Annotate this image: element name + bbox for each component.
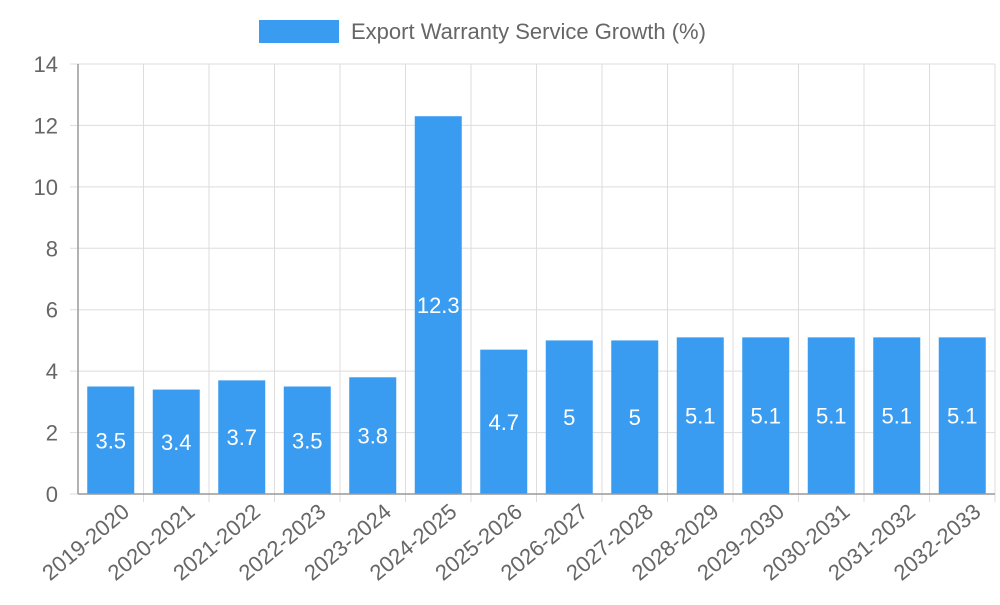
legend-label: Export Warranty Service Growth (%) <box>351 19 706 44</box>
y-tick-label: 10 <box>34 175 58 200</box>
data-label: 5 <box>563 405 575 430</box>
bar-2023-2024 <box>349 377 397 494</box>
y-tick-label: 14 <box>34 52 58 77</box>
y-tick-label: 6 <box>46 298 58 323</box>
data-label: 4.7 <box>488 410 519 435</box>
data-label: 12.3 <box>417 293 460 318</box>
data-label: 5 <box>629 405 641 430</box>
y-tick-label: 8 <box>46 236 58 261</box>
bar-2030-2031 <box>807 337 855 494</box>
bar-2032-2033 <box>938 337 986 494</box>
bar-2027-2028 <box>611 340 659 494</box>
bar-2025-2026 <box>480 349 528 494</box>
axes: 024681012142019-20202020-20212021-202220… <box>34 52 995 585</box>
y-tick-label: 12 <box>34 113 58 138</box>
bar-2021-2022 <box>218 380 266 494</box>
data-label: 3.5 <box>95 428 126 453</box>
bar-2029-2030 <box>742 337 790 494</box>
data-label: 5.1 <box>881 404 912 429</box>
bars <box>87 116 986 494</box>
legend: Export Warranty Service Growth (%) <box>259 19 706 44</box>
data-label: 3.4 <box>161 430 192 455</box>
grid <box>78 63 996 502</box>
y-tick-label: 0 <box>46 482 58 507</box>
data-labels: 3.5 3.4 3.7 3.5 3.8 12.3 4.7 5 5 5.1 5.1 5.1 5.1 5.1 <box>95 293 977 455</box>
bar-2026-2027 <box>545 340 593 494</box>
data-label: 3.8 <box>357 424 388 449</box>
legend-swatch <box>259 20 339 43</box>
bar-2020-2021 <box>152 389 200 494</box>
data-label: 5.1 <box>947 404 978 429</box>
bar-2031-2032 <box>873 337 921 494</box>
data-label: 3.5 <box>292 428 323 453</box>
data-label: 5.1 <box>750 404 781 429</box>
bar-2022-2023 <box>283 386 331 494</box>
data-label: 5.1 <box>685 404 716 429</box>
y-tick-label: 2 <box>46 421 58 446</box>
y-tick-label: 4 <box>46 359 58 384</box>
bar-2024-2025 <box>414 116 462 494</box>
bar-2028-2029 <box>676 337 724 494</box>
data-label: 5.1 <box>816 404 847 429</box>
data-label: 3.7 <box>226 425 257 450</box>
bar-2019-2020 <box>87 386 135 494</box>
